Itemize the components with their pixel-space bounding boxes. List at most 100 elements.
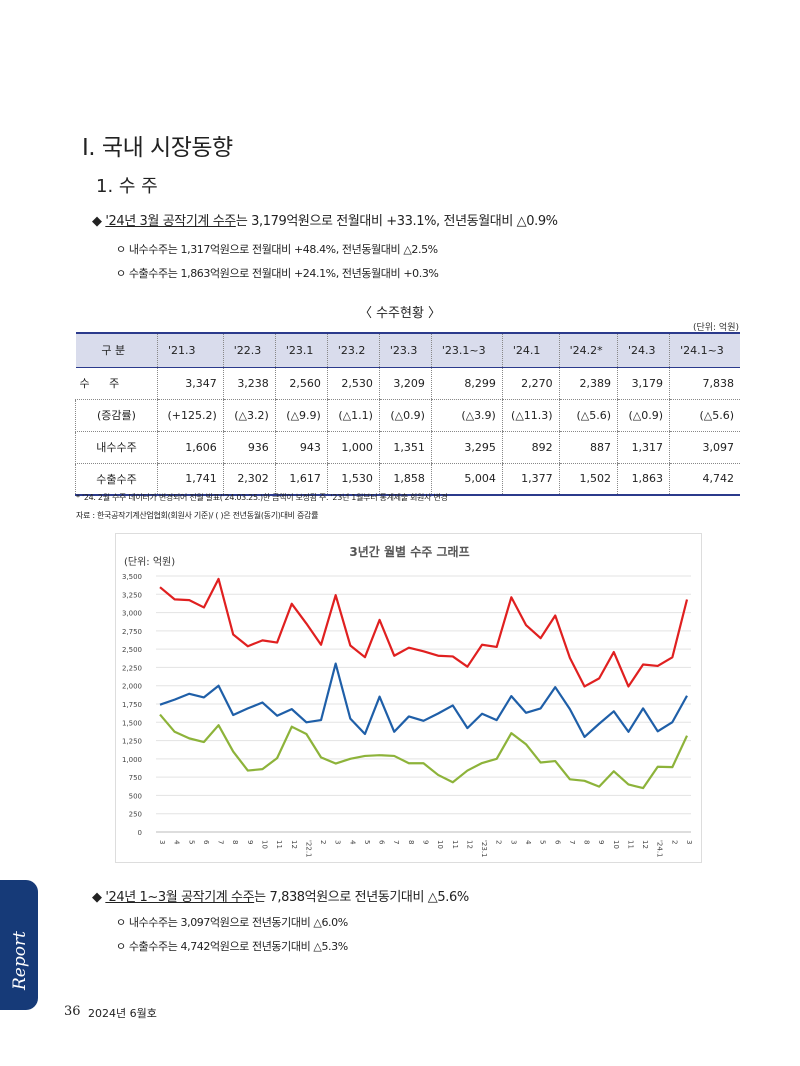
x-tick-label: 2 bbox=[495, 840, 503, 844]
chart-title: 3년간 월별 수주 그래프 bbox=[349, 544, 469, 559]
bullet-underlined: '24년 3월 공작기계 수주 bbox=[105, 214, 236, 229]
table-row: (증감률) (+125.2) (△3.2) (△9.9) (△1.1) (△0.9) (△3… bbox=[75, 399, 740, 432]
table-cell: (△5.6) bbox=[669, 399, 740, 432]
header-cell: '22.3 bbox=[222, 332, 276, 368]
report-side-tab bbox=[0, 880, 38, 1010]
table-cell: (△11.3) bbox=[501, 399, 560, 432]
y-tick-label: 1,500 bbox=[122, 719, 142, 727]
table-cell: 1,317 bbox=[617, 431, 670, 464]
table-cell: 1,502 bbox=[558, 463, 618, 496]
x-tick-label: 9 bbox=[246, 840, 254, 844]
y-tick-label: 2,000 bbox=[122, 683, 142, 691]
table-cell: 8,299 bbox=[430, 367, 503, 400]
table-note: * '24. 2월 수주 데이터가 변경되어 전월 발표('24.03.25.)… bbox=[76, 493, 448, 502]
header-cell: '24.1~3 bbox=[669, 332, 740, 368]
table-cell: (△1.1) bbox=[326, 399, 380, 432]
table-row: 수 주 3,347 3,238 2,560 2,530 3,209 8,299 2,270 2,… bbox=[75, 367, 740, 400]
table-cell: 1,377 bbox=[501, 463, 560, 496]
x-tick-label: 6 bbox=[378, 840, 386, 845]
x-tick-label: 9 bbox=[597, 840, 605, 844]
report-label: Report bbox=[10, 931, 30, 990]
y-tick-label: 1,750 bbox=[122, 701, 142, 709]
x-tick-label: 3 bbox=[334, 840, 342, 844]
table-cell: 4,742 bbox=[669, 463, 740, 496]
header-cell: 구 분 bbox=[75, 332, 158, 368]
x-tick-label: 8 bbox=[231, 840, 239, 844]
y-tick-label: 3,000 bbox=[122, 610, 142, 618]
table-row: 수출수주 1,741 2,302 1,617 1,530 1,858 5,004 1,377 1… bbox=[75, 463, 740, 496]
table-cell: 1,351 bbox=[378, 431, 432, 464]
x-tick-label: 4 bbox=[348, 840, 356, 845]
x-tick-label: 11 bbox=[626, 840, 634, 849]
table-cell: 1,530 bbox=[326, 463, 380, 496]
x-tick-label: 2 bbox=[319, 840, 327, 844]
y-tick-label: 750 bbox=[129, 774, 142, 782]
table-cell: 3,179 bbox=[617, 367, 670, 400]
header-cell: '23.1 bbox=[274, 332, 328, 368]
section-title: Ⅰ. 국내 시장동향 bbox=[82, 135, 233, 161]
series-line-2 bbox=[159, 713, 688, 790]
x-tick-label: 6 bbox=[553, 840, 561, 845]
y-tick-label: 3,250 bbox=[122, 591, 142, 599]
series-line-1 bbox=[159, 662, 688, 739]
table-source: 자료 : 한국공작기계산업협회(회원사 기준)/ ( )은 전년동월(동기)대비… bbox=[76, 511, 319, 520]
table-cell: 1,858 bbox=[378, 463, 432, 496]
table-cell: 2,560 bbox=[274, 367, 328, 400]
x-tick-label: 8 bbox=[407, 840, 415, 844]
table-cell: 1,617 bbox=[274, 463, 328, 496]
table-cell: 1,863 bbox=[617, 463, 670, 496]
subsection-title: 1. 수 주 bbox=[96, 176, 158, 197]
y-tick-label: 1,000 bbox=[122, 756, 142, 764]
table-cell: (+125.2) bbox=[157, 399, 224, 432]
x-tick-label: 10 bbox=[612, 840, 620, 849]
header-cell: '23.2 bbox=[326, 332, 380, 368]
series-line-0 bbox=[159, 577, 689, 688]
y-tick-label: 3,500 bbox=[122, 573, 142, 581]
x-tick-label: 5 bbox=[363, 840, 371, 844]
table-cell: 2,389 bbox=[558, 367, 618, 400]
table-cell: (△5.6) bbox=[558, 399, 618, 432]
x-tick-label: 7 bbox=[217, 840, 225, 844]
table-cell: (△3.9) bbox=[430, 399, 503, 432]
table-cell: 2,302 bbox=[222, 463, 276, 496]
x-tick-label: 8 bbox=[583, 840, 591, 844]
table-cell: 1,000 bbox=[326, 431, 380, 464]
x-tick-label: 6 bbox=[202, 840, 210, 845]
table-cell: 892 bbox=[501, 431, 560, 464]
x-tick-label: 12 bbox=[641, 840, 649, 849]
table-title: 〈 수주현황 〉 bbox=[358, 306, 442, 321]
y-tick-label: 2,250 bbox=[122, 664, 142, 672]
chart-svg: 3년간 월별 수주 그래프 (단위: 억원) 0 250 500 750 1,000 1,25… bbox=[122, 544, 693, 858]
x-tick-label: 5 bbox=[539, 840, 547, 844]
y-tick-label: 2,750 bbox=[122, 628, 142, 636]
bullet-underlined: '24년 1~3월 공작기계 수주 bbox=[105, 890, 255, 905]
table-cell: 3,097 bbox=[669, 431, 740, 464]
bullet-text: 는 7,838억원으로 전년동기대비 △5.6% bbox=[254, 890, 469, 905]
table-cell: 3,238 bbox=[222, 367, 276, 400]
x-tick-label: 11 bbox=[451, 840, 459, 849]
table-cell: 5,004 bbox=[430, 463, 503, 496]
bullet-q1-orders: ◆ '24년 1~3월 공작기계 수주는 7,838억원으로 전년동기대비 △5… bbox=[92, 886, 469, 905]
bullet-march-orders: ◆ '24년 3월 공작기계 수주는 3,179억원으로 전월대비 +33.1%… bbox=[92, 210, 558, 229]
table-cell: 7,838 bbox=[669, 367, 740, 400]
x-tick-label: 10 bbox=[260, 840, 268, 849]
x-tick-label: 9 bbox=[422, 840, 430, 844]
row-label: 수 주 bbox=[75, 367, 158, 400]
table-cell: 3,347 bbox=[157, 367, 224, 400]
table-cell: 1,741 bbox=[157, 463, 224, 496]
header-cell: '23.1~3 bbox=[430, 332, 503, 368]
header-cell: '24.2* bbox=[558, 332, 618, 368]
x-tick-label: 3 bbox=[509, 840, 517, 844]
table-cell: 1,606 bbox=[157, 431, 224, 464]
header-cell: '24.1 bbox=[501, 332, 560, 368]
table-cell: 3,209 bbox=[378, 367, 432, 400]
bullet-text: 는 3,179억원으로 전월대비 +33.1%, 전년동월대비 △0.9% bbox=[235, 214, 558, 229]
x-tick-label: '22.1 bbox=[304, 840, 312, 858]
x-tick-label: 7 bbox=[568, 840, 576, 844]
sub-domestic: ㅇ 내수수주는 1,317억원으로 전월대비 +48.4%, 전년동월대비 △2… bbox=[116, 243, 438, 256]
row-label: 내수수주 bbox=[75, 431, 158, 464]
page-number: 36 bbox=[64, 1004, 81, 1019]
sub-domestic-q1: ㅇ 내수수주는 3,097억원으로 전년동기대비 △6.0% bbox=[116, 916, 348, 929]
row-label: (증감률) bbox=[75, 399, 158, 432]
monthly-orders-chart: 3년간 월별 수주 그래프 (단위: 억원) 0 250 500 750 1,000 1,25… bbox=[115, 533, 702, 863]
